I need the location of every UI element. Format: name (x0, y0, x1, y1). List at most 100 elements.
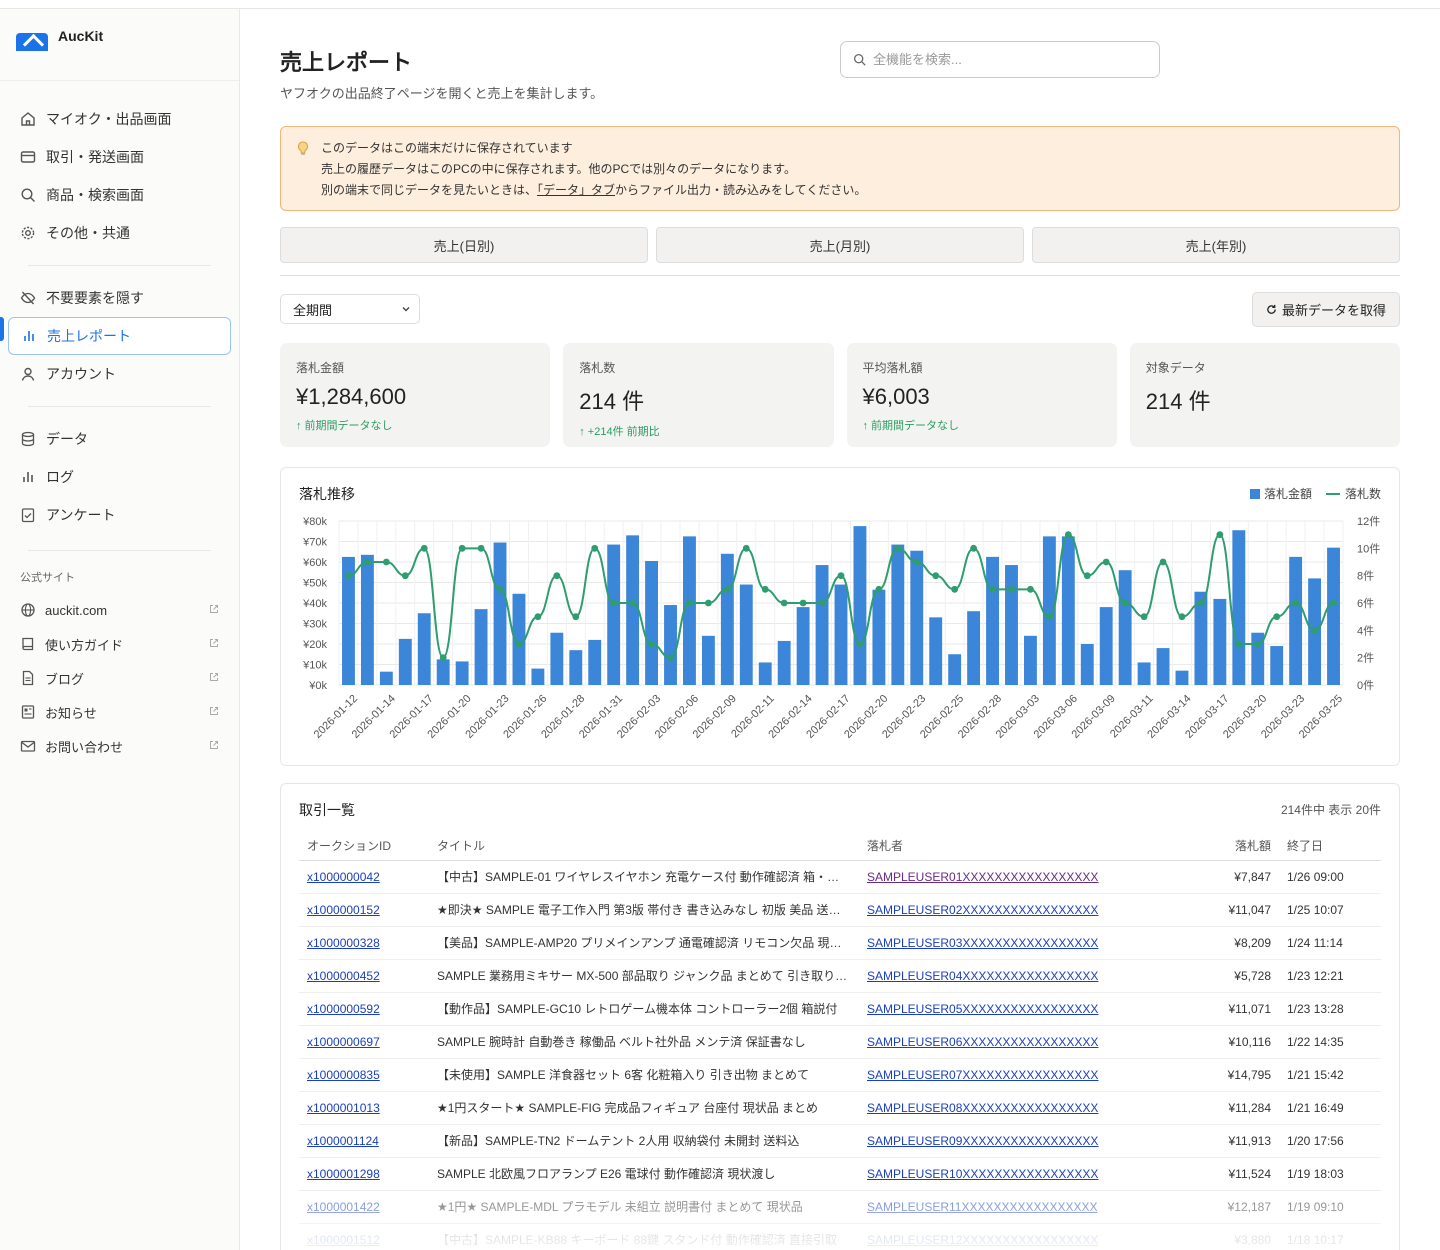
count-point (401, 572, 409, 580)
sidebar-item-main-2[interactable]: 商品・検索画面 (8, 176, 231, 214)
table-row[interactable]: x1000000152 ★即決★ SAMPLE 電子工作入門 第3版 帯付き 書き… (299, 893, 1381, 927)
official-link-4[interactable]: お問い合わせ (0, 729, 239, 763)
count-point (799, 599, 807, 607)
database-icon (20, 431, 36, 447)
title-cell: ★即決★ SAMPLE 電子工作入門 第3版 帯付き 書き込みなし 初版 美品 … (429, 893, 859, 927)
chart-bar (891, 544, 905, 685)
auction-id-link[interactable]: x1000000042 (307, 869, 380, 884)
chart-bar (853, 526, 867, 685)
buyer-cell: SAMPLEUSER05XXXXXXXXXXXXXXXXX (859, 992, 1159, 1026)
table-row[interactable]: x1000000835 【未使用】SAMPLE 洋食器セット 6客 化粧箱入り 引… (299, 1058, 1381, 1092)
amount-cell: ¥14,795 (1159, 1058, 1279, 1092)
buyer-link[interactable]: SAMPLEUSER01XXXXXXXXXXXXXXXXX (867, 869, 1099, 884)
official-link-2[interactable]: ブログ (0, 661, 239, 695)
auction-id-link[interactable]: x1000001013 (307, 1100, 380, 1115)
end-date-cell: 1/21 16:49 (1279, 1091, 1381, 1125)
table-row[interactable]: x1000001512 【中古】SAMPLE-KB88 キーボード 88鍵 スタン… (299, 1223, 1381, 1250)
count-point (1083, 572, 1091, 580)
data-tab-link[interactable]: 「データ」タブ (537, 183, 616, 197)
buyer-link[interactable]: SAMPLEUSER04XXXXXXXXXXXXXXXXX (867, 968, 1099, 983)
table-row[interactable]: x1000001124 【新品】SAMPLE-TN2 ドームテント 2人用 収納袋… (299, 1124, 1381, 1158)
col-end-date[interactable]: 終了日 (1279, 832, 1381, 861)
official-link-1[interactable]: 使い方ガイド (0, 627, 239, 661)
kpi-label: 落札数 (579, 361, 616, 375)
buyer-link[interactable]: SAMPLEUSER12XXXXXXXXXXXXXXXXX (867, 1232, 1099, 1247)
table-row[interactable]: x1000000697 SAMPLE 腕時計 自動巻き 稼働品 ベルト社外品 メン… (299, 1025, 1381, 1059)
chart-bar (948, 654, 962, 685)
count-point (1140, 613, 1148, 621)
col-buyer[interactable]: 落札者 (859, 832, 1159, 861)
buyer-link[interactable]: SAMPLEUSER06XXXXXXXXXXXXXXXXX (867, 1034, 1099, 1049)
tab-daily[interactable]: 売上(日別) (280, 227, 648, 263)
sidebar-item-data-1[interactable]: ログ (8, 458, 231, 496)
book-icon (20, 636, 36, 652)
count-point (742, 544, 750, 552)
sidebar-item-main-3[interactable]: その他・共通 (8, 214, 231, 252)
table-row[interactable]: x1000000452 SAMPLE 業務用ミキサー MX-500 部品取り ジャ… (299, 959, 1381, 993)
refresh-button[interactable]: 最新データを取得 (1252, 292, 1400, 327)
auction-id-link[interactable]: x1000000152 (307, 902, 380, 917)
count-point (894, 544, 902, 552)
auction-id-link[interactable]: x1000000592 (307, 1001, 380, 1016)
buyer-cell: SAMPLEUSER04XXXXXXXXXXXXXXXXX (859, 959, 1159, 993)
buyer-link[interactable]: SAMPLEUSER05XXXXXXXXXXXXXXXXX (867, 1001, 1099, 1016)
chart-bar (872, 589, 886, 685)
external-link-icon (209, 638, 219, 651)
sidebar-item-main-0[interactable]: マイオク・出品画面 (8, 100, 231, 138)
chart-title: 落札推移 (299, 486, 355, 502)
auction-id-link[interactable]: x1000000835 (307, 1067, 380, 1082)
col-auction-id[interactable]: オークションID (299, 832, 429, 861)
buyer-link[interactable]: SAMPLEUSER08XXXXXXXXXXXXXXXXX (867, 1100, 1099, 1115)
sidebar-item-data-2[interactable]: アンケート (8, 496, 231, 534)
buyer-link[interactable]: SAMPLEUSER07XXXXXXXXXXXXXXXXX (867, 1067, 1099, 1082)
buyer-link[interactable]: SAMPLEUSER03XXXXXXXXXXXXXXXXX (867, 935, 1099, 950)
brand[interactable]: AucKit (0, 9, 239, 81)
col-title[interactable]: タイトル (429, 832, 859, 861)
auction-id-link[interactable]: x1000001422 (307, 1199, 380, 1214)
col-amount[interactable]: 落札額 (1159, 832, 1279, 861)
official-link-0[interactable]: auckit.com (0, 593, 239, 627)
auction-id-link[interactable]: x1000001124 (307, 1133, 379, 1148)
table-row[interactable]: x1000000328 【美品】SAMPLE-AMP20 プリメインアンプ 通電確… (299, 926, 1381, 960)
official-link-3[interactable]: お知らせ (0, 695, 239, 729)
auction-id-link[interactable]: x1000001298 (307, 1166, 380, 1181)
table-row[interactable]: x1000000042 【中古】SAMPLE-01 ワイヤレスイヤホン 充電ケース… (299, 860, 1381, 894)
sidebar-item-tools-2[interactable]: アカウント (8, 355, 231, 393)
table-row[interactable]: x1000000592 【動作品】SAMPLE-GC10 レトロゲーム機本体 コン… (299, 992, 1381, 1026)
count-point (553, 572, 561, 580)
sidebar-item-tools-0[interactable]: 不要要素を隠す (8, 279, 231, 317)
official-link-label: お問い合わせ (45, 739, 124, 755)
amount-cell: ¥11,524 (1159, 1157, 1279, 1191)
auction-id-link[interactable]: x1000000697 (307, 1034, 380, 1049)
kpi-value: 214 件 (579, 389, 645, 414)
count-point (704, 599, 712, 607)
buyer-link[interactable]: SAMPLEUSER09XXXXXXXXXXXXXXXXX (867, 1133, 1099, 1148)
notice-text: からファイル出力・読み込みをしてください。 (615, 183, 867, 197)
table-row[interactable]: x1000001422 ★1円★ SAMPLE-MDL プラモデル 未組立 説明書… (299, 1190, 1381, 1224)
buyer-link[interactable]: SAMPLEUSER02XXXXXXXXXXXXXXXXX (867, 902, 1099, 917)
end-date-cell: 1/23 12:21 (1279, 959, 1381, 993)
search-input[interactable] (873, 52, 1143, 67)
chart-bar (1156, 648, 1170, 685)
sidebar-item-main-1[interactable]: 取引・発送画面 (8, 138, 231, 176)
period-select[interactable]: 全期間 (280, 294, 420, 324)
table-row[interactable]: x1000001298 SAMPLE 北欧風フロアランプ E26 電球付 動作確認… (299, 1157, 1381, 1191)
auction-id-link[interactable]: x1000000328 (307, 935, 380, 950)
global-search[interactable] (840, 41, 1160, 78)
lightbulb-icon (297, 141, 309, 163)
sidebar-item-tools-1[interactable]: 売上レポート (8, 317, 231, 355)
buyer-link[interactable]: SAMPLEUSER10XXXXXXXXXXXXXXXXX (867, 1166, 1099, 1181)
table-row[interactable]: x1000001013 ★1円スタート★ SAMPLE-FIG 完成品フィギュア … (299, 1091, 1381, 1125)
buyer-cell: SAMPLEUSER08XXXXXXXXXXXXXXXXX (859, 1091, 1159, 1125)
auction-id-link[interactable]: x1000001512 (307, 1232, 380, 1247)
tab-monthly[interactable]: 売上(月別) (656, 227, 1024, 263)
chart-bar (1099, 607, 1113, 685)
auction-id-link[interactable]: x1000000452 (307, 968, 380, 983)
chart-bar (342, 556, 355, 685)
end-date-cell: 1/18 10:17 (1279, 1223, 1381, 1250)
sidebar-item-data-0[interactable]: データ (8, 420, 231, 458)
tab-yearly[interactable]: 売上(年別) (1032, 227, 1400, 263)
card-icon (20, 149, 36, 165)
official-links: auckit.com 使い方ガイド ブログ お知らせお問い合わせ (0, 593, 239, 763)
buyer-link[interactable]: SAMPLEUSER11XXXXXXXXXXXXXXXXX (867, 1199, 1098, 1214)
